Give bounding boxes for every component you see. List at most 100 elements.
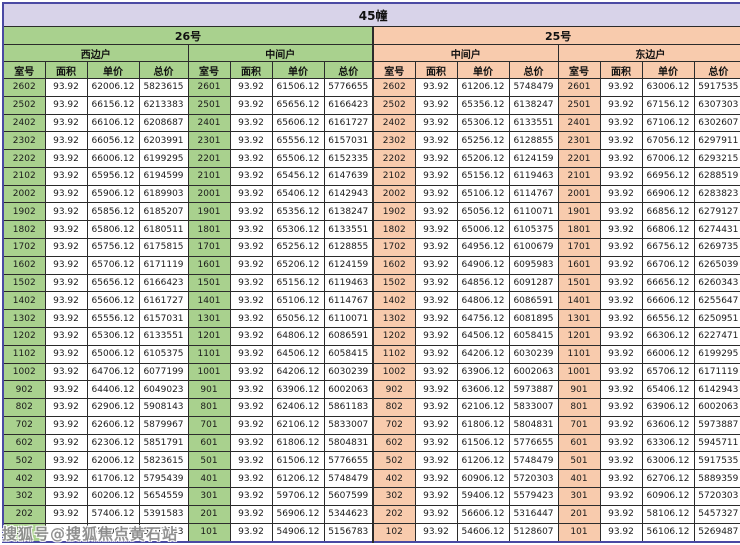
- area-cell: 93.92: [229, 202, 273, 222]
- total-price-cell: 6133551: [323, 220, 374, 240]
- col-header-area: 面积: [44, 61, 88, 79]
- unit-price-cell: 64206.12: [271, 362, 325, 382]
- col-header-area: 面积: [599, 61, 643, 79]
- room-cell: 1202: [372, 326, 416, 346]
- unit-price-cell: 65606.12: [86, 291, 140, 311]
- room-cell: 1101: [187, 344, 231, 364]
- area-cell: 93.92: [44, 291, 88, 311]
- room-cell: 2202: [372, 149, 416, 168]
- total-price-cell: 5823615: [138, 78, 189, 97]
- total-price-cell: 6105375: [508, 220, 559, 240]
- room-cell: 802: [2, 398, 46, 417]
- room-cell: 202: [372, 504, 416, 524]
- room-cell: 602: [372, 433, 416, 453]
- unit-price-cell: 67106.12: [641, 113, 695, 133]
- unit-price-cell: 63006.12: [641, 451, 695, 471]
- area-cell: 93.92: [599, 184, 643, 204]
- title-row: 45幢: [2, 2, 740, 27]
- unit-price-cell: 66056.12: [86, 131, 140, 151]
- room-cell: 1601: [187, 255, 231, 275]
- unit-price-cell: 65706.12: [641, 362, 695, 382]
- col-header-room: 室号: [2, 61, 46, 79]
- area-cell: 93.92: [44, 504, 88, 524]
- room-cell: 802: [372, 398, 416, 417]
- area-cell: 93.92: [414, 415, 458, 435]
- building-group-row: 26号 25号: [2, 26, 740, 45]
- room-cell: 2202: [2, 149, 46, 168]
- area-cell: 93.92: [414, 433, 458, 453]
- area-cell: 93.92: [414, 522, 458, 543]
- area-cell: 93.92: [414, 166, 458, 186]
- room-cell: 2001: [557, 184, 601, 204]
- total-price-cell: 6119463: [323, 273, 374, 293]
- table-row: 2302 93.92 66056.12 6203991 2301 93.92 65556.1…: [2, 131, 740, 151]
- area-cell: 93.92: [414, 469, 458, 488]
- room-cell: 101: [557, 522, 601, 543]
- total-price-cell: 5833007: [323, 415, 374, 435]
- room-cell: 2201: [187, 149, 231, 168]
- area-cell: 93.92: [229, 149, 273, 168]
- total-price-cell: 6002063: [693, 398, 740, 417]
- total-price-cell: 6105375: [138, 344, 189, 364]
- unit-price-cell: 65006.12: [86, 344, 140, 364]
- room-cell: 102: [2, 522, 46, 543]
- unit-price-cell: 65756.12: [86, 238, 140, 257]
- room-cell: 2101: [187, 166, 231, 186]
- table-row: 1302 93.92 65556.12 6157031 1301 93.92 65056.1…: [2, 309, 740, 328]
- room-cell: 602: [2, 433, 46, 453]
- room-cell: 202: [2, 504, 46, 524]
- area-cell: 93.92: [599, 469, 643, 488]
- total-price-cell: 6114767: [508, 184, 559, 204]
- total-price-cell: 6152335: [323, 149, 374, 168]
- room-cell: 502: [372, 451, 416, 471]
- total-price-cell: 5917535: [693, 78, 740, 97]
- area-cell: 93.92: [229, 398, 273, 417]
- table-row: 902 93.92 64406.12 6049023 901 93.92 63906.12 6…: [2, 380, 740, 400]
- room-cell: 1701: [187, 238, 231, 257]
- total-price-cell: 6171119: [693, 362, 740, 382]
- total-price-cell: 6175815: [138, 238, 189, 257]
- room-cell: 702: [2, 415, 46, 435]
- room-cell: 801: [187, 398, 231, 417]
- total-price-cell: 5316447: [508, 504, 559, 524]
- unit-price-cell: 64856.12: [456, 273, 510, 293]
- unit-price-cell: 66856.12: [641, 202, 695, 222]
- room-cell: 901: [557, 380, 601, 400]
- unit-price-cell: 56606.12: [456, 504, 510, 524]
- total-price-cell: 6166423: [323, 95, 374, 115]
- unit-price-cell: 63906.12: [271, 380, 325, 400]
- table-row: 1202 93.92 65306.12 6133551 1201 93.92 64806.1…: [2, 326, 740, 346]
- group-header-26: 26号: [2, 26, 374, 45]
- room-cell: 2501: [187, 95, 231, 115]
- area-cell: 93.92: [44, 415, 88, 435]
- total-price-cell: 6133551: [138, 326, 189, 346]
- room-cell: 1701: [557, 238, 601, 257]
- room-cell: 1402: [372, 291, 416, 311]
- room-cell: 1102: [372, 344, 416, 364]
- table-row: 1102 93.92 65006.12 6105375 1101 93.92 64506.1…: [2, 344, 740, 364]
- unit-price-cell: 61706.12: [86, 469, 140, 488]
- total-price-cell: 6171119: [138, 255, 189, 275]
- area-cell: 93.92: [599, 220, 643, 240]
- total-price-cell: 6302607: [693, 113, 740, 133]
- unit-price-cell: 65806.12: [86, 220, 140, 240]
- area-cell: 93.92: [599, 291, 643, 311]
- unit-price-cell: 64506.12: [271, 344, 325, 364]
- total-price-cell: 6002063: [323, 380, 374, 400]
- total-price-cell: 6110071: [323, 309, 374, 328]
- total-price-cell: 6161727: [138, 291, 189, 311]
- total-price-cell: 5654559: [138, 486, 189, 506]
- unit-price-cell: 65006.12: [456, 220, 510, 240]
- unit-price-cell: 65856.12: [86, 202, 140, 222]
- unit-price-cell: 67156.12: [641, 95, 695, 115]
- room-cell: 1602: [2, 255, 46, 275]
- total-price-cell: 6133551: [508, 113, 559, 133]
- unit-price-cell: 65256.12: [456, 131, 510, 151]
- room-cell: 2601: [557, 78, 601, 97]
- room-cell: 1302: [372, 309, 416, 328]
- table-row: 1602 93.92 65706.12 6171119 1601 93.92 65206.1…: [2, 255, 740, 275]
- total-price-cell: 6189903: [138, 184, 189, 204]
- total-price-cell: 6288519: [693, 166, 740, 186]
- unit-price-cell: 59406.12: [456, 486, 510, 506]
